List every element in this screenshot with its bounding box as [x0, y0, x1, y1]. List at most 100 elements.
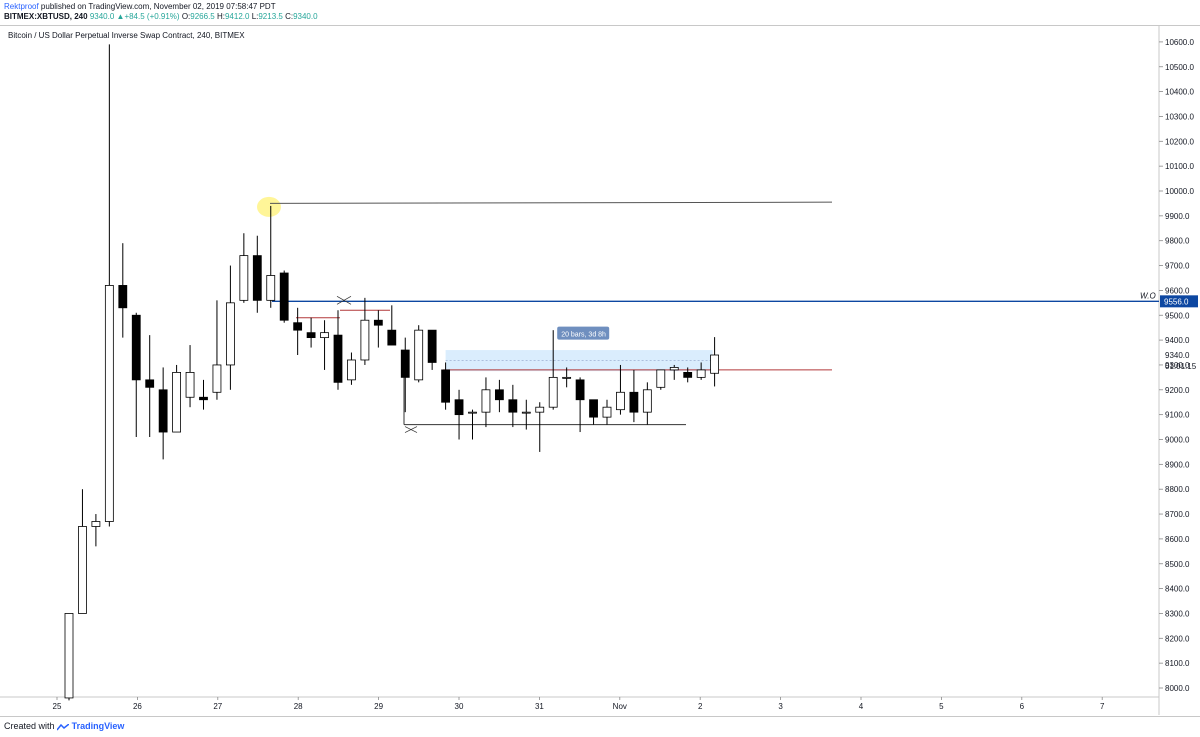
- chart-frame[interactable]: [0, 25, 1200, 717]
- candle[interactable]: [521, 399, 531, 430]
- time-tick-label: 29: [374, 702, 383, 711]
- candle[interactable]: [669, 364, 679, 380]
- cross-marker-icon: [336, 295, 352, 305]
- measure-tag-bg: [557, 326, 610, 340]
- candle[interactable]: [225, 265, 235, 390]
- candle[interactable]: [78, 489, 87, 614]
- candle[interactable]: [185, 345, 195, 408]
- candle[interactable]: [333, 310, 343, 390]
- candle[interactable]: [252, 235, 262, 313]
- candle[interactable]: [481, 377, 491, 428]
- candle[interactable]: [427, 329, 437, 370]
- candle[interactable]: [64, 613, 74, 701]
- candle-body: [508, 399, 518, 413]
- candle[interactable]: [656, 369, 666, 390]
- candle-body: [373, 319, 383, 326]
- price-tick-label: 9100.0: [1165, 411, 1190, 420]
- price-tick-label: 8300.0: [1165, 609, 1190, 618]
- candle[interactable]: [548, 330, 558, 410]
- candle[interactable]: [172, 364, 182, 433]
- price-tick-label: 8600.0: [1165, 535, 1190, 544]
- price-tick-label: 9200.0: [1165, 386, 1190, 395]
- time-tick-label: 25: [53, 702, 62, 711]
- wo-price-tag-text: 9556.0: [1164, 297, 1189, 306]
- candle[interactable]: [441, 362, 451, 410]
- wo-price-tag[interactable]: 9556.0: [1160, 295, 1198, 308]
- candle-body: [562, 376, 572, 379]
- countdown-label: 01:01:15: [1165, 362, 1197, 371]
- candle[interactable]: [266, 205, 276, 308]
- swing-high-ray[interactable]: [269, 201, 833, 204]
- high-label: H:: [216, 12, 225, 21]
- candle[interactable]: [414, 325, 424, 383]
- candle[interactable]: [306, 317, 316, 348]
- open-value: 9266.5: [190, 12, 215, 21]
- author-link[interactable]: Rektproof: [4, 2, 39, 11]
- time-axis[interactable]: 25 26 27 28 29 30 31 Nov 2 3 4 5 6 7: [53, 697, 1105, 711]
- candle[interactable]: [373, 310, 383, 348]
- candle[interactable]: [320, 320, 329, 370]
- candle-body: [212, 364, 222, 393]
- candle-body: [185, 372, 195, 398]
- chart-title: Bitcoin / US Dollar Perpetual Inverse Sw…: [8, 31, 245, 40]
- candle[interactable]: [91, 514, 101, 547]
- candle-body: [158, 389, 168, 433]
- candle[interactable]: [145, 335, 155, 438]
- candle[interactable]: [158, 367, 168, 460]
- candle-body: [535, 406, 545, 413]
- measure-tag[interactable]: 20 bars, 3d 8h: [557, 326, 610, 340]
- candle[interactable]: [454, 389, 464, 440]
- candle[interactable]: [118, 243, 128, 338]
- candle[interactable]: [360, 297, 370, 365]
- tradingview-brand[interactable]: TradingView: [71, 721, 125, 731]
- high-value: 9412.0: [224, 12, 250, 21]
- candle[interactable]: [468, 409, 477, 440]
- price-axis[interactable]: 8000.0 8100.0 8200.0 8300.0 8400.0 8500.0 8600…: [1159, 38, 1198, 693]
- price-tick-label: 9800.0: [1165, 237, 1190, 246]
- price-tick-label: 8000.0: [1165, 684, 1190, 693]
- close-label: C:: [285, 12, 294, 21]
- candle[interactable]: [400, 337, 410, 413]
- price-tick-label: 8800.0: [1165, 485, 1190, 494]
- candle-body: [145, 379, 155, 388]
- candle-body: [279, 272, 289, 321]
- candle[interactable]: [616, 364, 625, 415]
- candle-body: [333, 334, 343, 383]
- candle[interactable]: [683, 367, 693, 383]
- price-tick-label: 10600.0: [1165, 38, 1194, 47]
- candle[interactable]: [696, 362, 706, 380]
- candle[interactable]: [279, 270, 289, 323]
- candle-body: [414, 329, 424, 381]
- candle-body: [360, 319, 370, 361]
- candle[interactable]: [199, 379, 208, 410]
- price-tick-label: 9300.0: [1165, 361, 1190, 370]
- candle-body: [131, 314, 141, 381]
- candle[interactable]: [387, 305, 397, 346]
- candle[interactable]: [710, 337, 719, 387]
- price-tick-label: 8900.0: [1165, 460, 1190, 469]
- candle[interactable]: [602, 399, 612, 425]
- candle[interactable]: [347, 352, 356, 385]
- candle[interactable]: [642, 382, 652, 425]
- candle[interactable]: [535, 402, 545, 452]
- time-tick-label: 27: [213, 702, 222, 711]
- candle[interactable]: [562, 367, 572, 388]
- candle-body: [306, 332, 316, 339]
- candle[interactable]: [575, 377, 585, 433]
- time-tick-label: 3: [778, 702, 783, 711]
- candle[interactable]: [131, 312, 141, 438]
- price-tick-label: 10100.0: [1165, 162, 1194, 171]
- candle[interactable]: [104, 44, 114, 527]
- candle[interactable]: [508, 384, 518, 428]
- candle[interactable]: [239, 233, 249, 303]
- candle-body: [266, 275, 276, 301]
- candle[interactable]: [589, 399, 598, 425]
- candle[interactable]: [212, 300, 222, 400]
- candle[interactable]: [494, 379, 504, 413]
- candle-body: [683, 372, 693, 378]
- candle[interactable]: [629, 369, 639, 423]
- last-price-label: 9340.0: [1165, 351, 1190, 360]
- candle[interactable]: [293, 307, 303, 356]
- swing-high-highlight[interactable]: [257, 196, 281, 217]
